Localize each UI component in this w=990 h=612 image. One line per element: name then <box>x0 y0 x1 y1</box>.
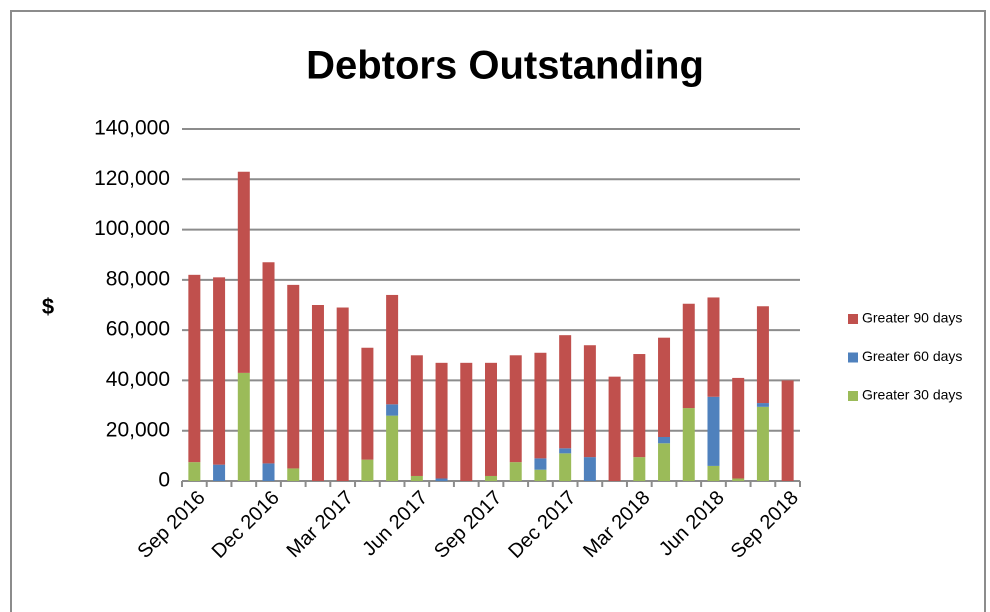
bar-segment <box>262 463 275 481</box>
bar-segment <box>188 462 201 481</box>
bar-segment <box>682 408 695 481</box>
bar-segment <box>361 347 374 460</box>
y-tick-label: 0 <box>158 469 170 492</box>
bar-segment <box>707 465 720 481</box>
y-tick-label: 40,000 <box>106 368 170 391</box>
legend-label: Greater 30 days <box>862 387 962 403</box>
bar-segment <box>435 478 448 481</box>
bar-segment <box>583 345 596 458</box>
bar-segment <box>559 448 572 454</box>
y-tick-label: 80,000 <box>106 267 170 290</box>
bar-segment <box>213 277 226 465</box>
bar-segment <box>658 443 671 481</box>
bar-segment <box>485 362 497 476</box>
bar-segment <box>410 475 423 481</box>
bar-segment <box>410 355 423 476</box>
bar-segment <box>460 362 473 481</box>
bar-segment <box>707 297 720 397</box>
bar-segment <box>732 478 745 481</box>
bar-segment <box>633 457 646 481</box>
bar-segment <box>682 303 695 409</box>
bar-segment <box>213 464 226 481</box>
bar-segment <box>559 453 572 481</box>
bar-segment <box>287 468 300 481</box>
bar-segment <box>188 274 201 463</box>
bar-segment <box>386 404 399 416</box>
bar-segment <box>485 475 497 481</box>
y-tick-label: 60,000 <box>106 318 170 341</box>
y-tick-label: 140,000 <box>94 117 170 140</box>
bar-segment <box>386 294 399 405</box>
bar-segment <box>756 406 769 481</box>
bar-segment <box>534 352 547 459</box>
bar-segment <box>509 355 522 463</box>
bar-segment <box>608 376 621 481</box>
bar-segment <box>435 362 448 479</box>
bar-segment <box>237 171 250 373</box>
legend-swatch <box>848 391 858 401</box>
bar-segment <box>311 305 324 481</box>
bar-segment <box>386 415 399 481</box>
y-tick-label: 20,000 <box>106 418 170 441</box>
bar-segment <box>781 380 794 481</box>
bar-segment <box>658 437 671 444</box>
bar-segment <box>732 377 745 479</box>
bar-segment <box>534 469 547 481</box>
bar-segment <box>361 459 374 481</box>
bar-segment <box>707 396 720 466</box>
bar-segment <box>633 354 646 458</box>
chart-title: Debtors Outstanding <box>306 44 704 88</box>
legend-swatch <box>848 352 858 363</box>
legend-swatch <box>848 314 858 324</box>
y-tick-label: 120,000 <box>94 167 170 190</box>
y-tick-label: 100,000 <box>94 217 170 240</box>
bar-segment <box>583 457 596 481</box>
legend-label: Greater 90 days <box>862 310 962 326</box>
bar-segment <box>287 284 300 469</box>
chart-frame <box>10 10 986 612</box>
bar-segment <box>262 262 275 464</box>
bar-segment <box>509 462 522 481</box>
bar-segment <box>237 372 250 481</box>
bar-segment <box>336 307 349 481</box>
bar-segment <box>756 403 769 407</box>
bar-segment <box>534 458 547 470</box>
bar-segment <box>658 337 671 437</box>
legend-label: Greater 60 days <box>862 348 962 364</box>
bar-segment <box>756 306 769 404</box>
y-axis-label: $ <box>42 294 54 319</box>
bar-segment <box>559 335 572 449</box>
